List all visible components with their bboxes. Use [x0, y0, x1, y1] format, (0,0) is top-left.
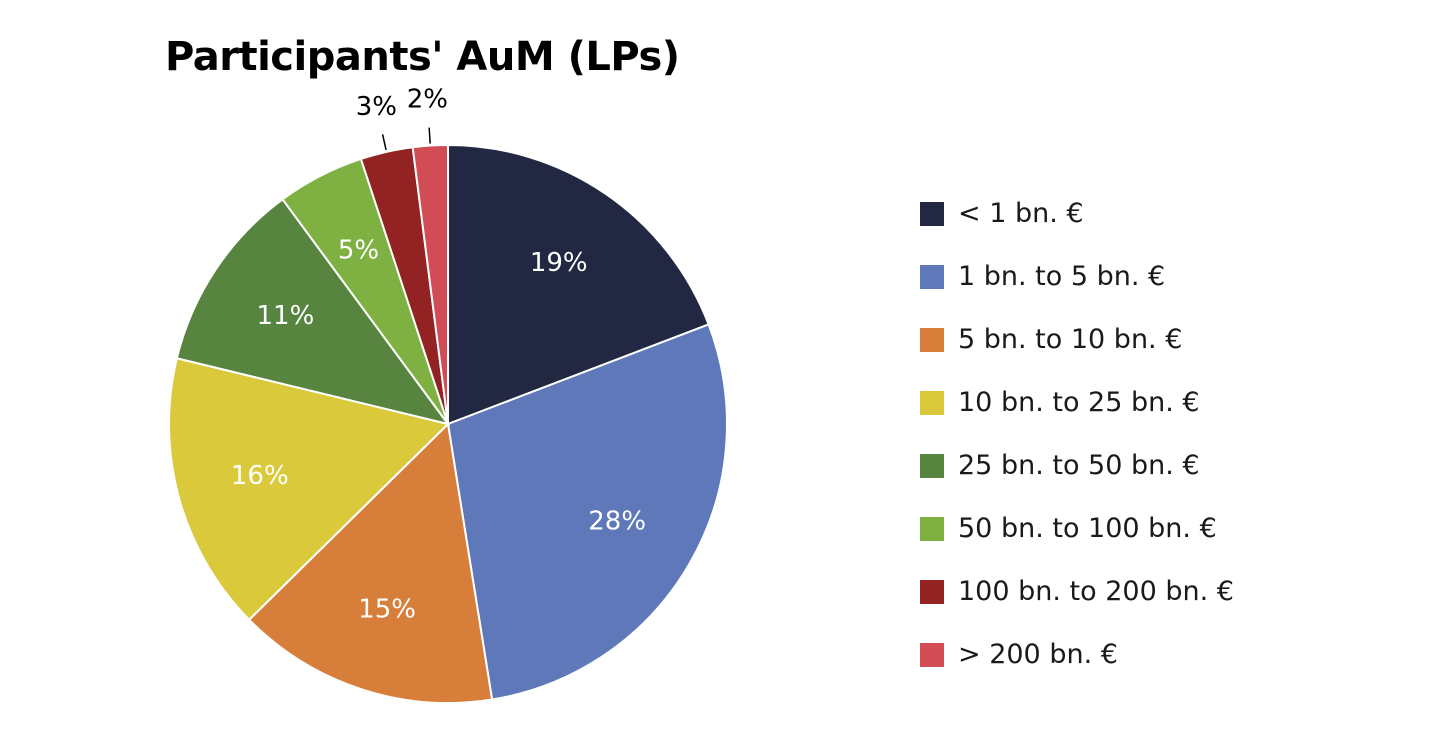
- legend-label: < 1 bn. €: [958, 198, 1084, 229]
- legend-item: 100 bn. to 200 bn. €: [920, 560, 1234, 623]
- leader-line: [428, 127, 431, 144]
- legend-item: 50 bn. to 100 bn. €: [920, 497, 1234, 560]
- slice-data-label: 28%: [588, 507, 646, 537]
- legend-label: 10 bn. to 25 bn. €: [958, 387, 1200, 418]
- legend-label: > 200 bn. €: [958, 639, 1118, 670]
- legend-label: 5 bn. to 10 bn. €: [958, 324, 1183, 355]
- legend-swatch: [920, 390, 944, 415]
- legend-item: < 1 bn. €: [920, 182, 1234, 245]
- legend-item: > 200 bn. €: [920, 623, 1234, 686]
- pie-slice: [411, 143, 449, 425]
- legend-label: 25 bn. to 50 bn. €: [958, 450, 1200, 481]
- legend-item: 1 bn. to 5 bn. €: [920, 245, 1234, 308]
- legend: < 1 bn. € 1 bn. to 5 bn. € 5 bn. to 10 bn.…: [920, 182, 1234, 686]
- slice-data-label: 11%: [257, 301, 315, 331]
- pie-slices: [168, 143, 728, 704]
- legend-swatch: [920, 201, 944, 226]
- data-labels: 19% 28% 15% 16% 11% 5% 3% 2%: [231, 85, 646, 625]
- chart-title: Participants' AuM (LPs): [165, 34, 680, 80]
- legend-swatch: [920, 642, 944, 667]
- pie-slice: [446, 323, 728, 701]
- slice-data-label: 5%: [338, 235, 379, 265]
- legend-swatch: [920, 516, 944, 541]
- leader-line: [381, 134, 387, 151]
- slice-data-label: 19%: [530, 248, 588, 278]
- pie-slice: [168, 357, 450, 622]
- legend-item: 5 bn. to 10 bn. €: [920, 308, 1234, 371]
- legend-swatch: [920, 453, 944, 478]
- slice-data-label: 16%: [231, 461, 289, 491]
- legend-item: 10 bn. to 25 bn. €: [920, 371, 1234, 434]
- legend-swatch: [920, 327, 944, 352]
- legend-swatch: [920, 264, 944, 289]
- slice-data-label: 2%: [407, 85, 448, 115]
- legend-label: 100 bn. to 200 bn. €: [958, 576, 1234, 607]
- slice-data-label: 3%: [356, 92, 397, 122]
- legend-label: 1 bn. to 5 bn. €: [958, 261, 1166, 292]
- pie-slice: [447, 143, 710, 426]
- legend-swatch: [920, 579, 944, 604]
- leader-lines: [381, 127, 431, 151]
- pie-slice: [247, 421, 494, 704]
- pie-slice: [175, 197, 451, 426]
- legend-item: 25 bn. to 50 bn. €: [920, 434, 1234, 497]
- legend-label: 50 bn. to 100 bn. €: [958, 513, 1217, 544]
- slice-data-label: 15%: [358, 595, 416, 625]
